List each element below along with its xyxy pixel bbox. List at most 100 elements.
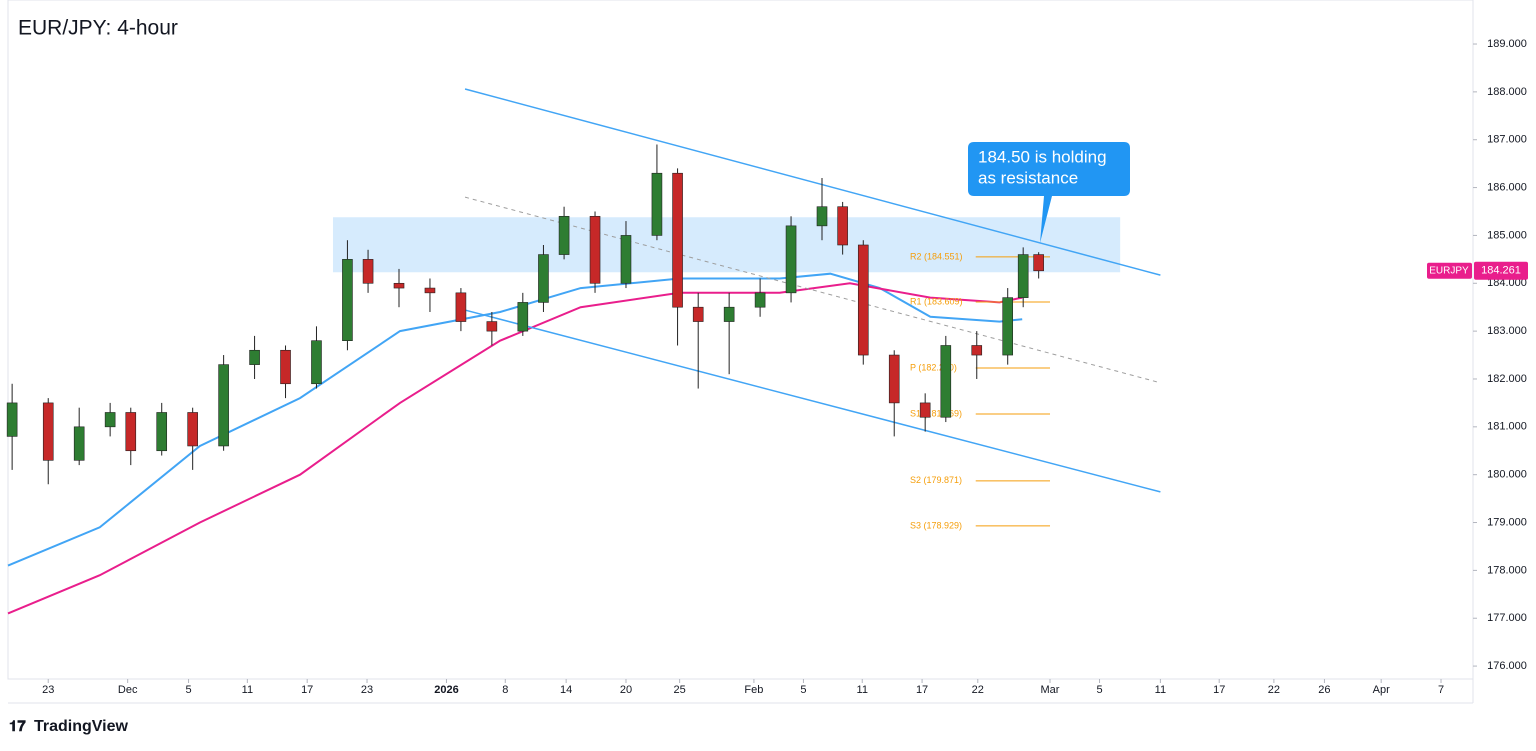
candle-body (455, 292, 467, 322)
pivot-label: S1 (181.269) (910, 408, 962, 418)
x-tick-label: 22 (972, 684, 984, 696)
candle-body (1017, 254, 1029, 298)
moving-average (7, 282, 1023, 615)
candle-body (42, 402, 54, 461)
price-tag (1474, 261, 1528, 280)
price-label: 184.261 (1481, 265, 1521, 277)
candle-body (754, 292, 766, 308)
x-tick-label: 22 (1268, 684, 1280, 696)
trendline (464, 88, 1161, 276)
candle-body (651, 172, 663, 236)
candle-body (517, 302, 529, 332)
brand-name: TradingView (34, 718, 129, 735)
y-tick-label: 176.000 (1487, 660, 1527, 672)
x-tick-label: 5 (800, 684, 806, 696)
x-tick-label: 17 (916, 684, 928, 696)
candle-body (1002, 297, 1014, 356)
x-tick-label: 11 (857, 684, 868, 696)
x-tick-label: 17 (1213, 684, 1225, 696)
candle-body (971, 345, 983, 356)
x-tick-label: 14 (560, 684, 572, 696)
y-tick-label: 182.000 (1487, 373, 1527, 385)
callout-text: 184.50 is holding (978, 147, 1107, 166)
candle-body (486, 321, 498, 332)
candle-body (6, 402, 18, 437)
x-tick-label: 26 (1318, 684, 1330, 696)
candle-body (156, 412, 168, 452)
candle-body (125, 412, 137, 452)
pivot-label: S3 (178.929) (910, 520, 962, 530)
y-tick-label: 185.000 (1487, 229, 1527, 241)
candle-body (785, 225, 797, 294)
candle-body (104, 412, 116, 428)
candle-body (558, 215, 570, 255)
candle-body (692, 306, 704, 322)
candle-body (723, 306, 735, 322)
candle-body (362, 259, 374, 284)
candle-body (538, 254, 549, 303)
x-tick-label: 11 (1155, 684, 1166, 696)
candle-body (837, 206, 848, 246)
chart-title: EUR/JPY: 4-hour (18, 17, 178, 40)
candle-body (940, 345, 952, 418)
brand: 𝟏𝟕 TradingView (9, 718, 129, 735)
x-tick-label: 5 (185, 684, 191, 696)
resistance-zone (332, 217, 1121, 273)
x-tick-label: 11 (242, 684, 253, 696)
candle-body (672, 172, 683, 308)
candle-body (187, 412, 198, 447)
brand-logo: 𝟏𝟕 (9, 718, 26, 735)
candle-body (280, 349, 291, 385)
x-tick-label: 20 (620, 684, 632, 696)
y-tick-label: 186.000 (1487, 181, 1527, 193)
pivot-label: R1 (183.609) (910, 296, 963, 306)
y-tick-label: 188.000 (1487, 86, 1527, 98)
candle-body (857, 244, 869, 356)
x-tick-label: 2026 (434, 684, 458, 696)
x-tick-label: 23 (42, 684, 54, 696)
x-tick-label: Mar (1041, 684, 1060, 696)
symbol-tag (1427, 262, 1472, 279)
callout-box (968, 142, 1130, 243)
x-tick-label: 17 (301, 684, 313, 696)
candle-body (311, 340, 322, 385)
candle-body (342, 259, 353, 341)
y-tick-label: 183.000 (1487, 325, 1527, 337)
x-tick-label: Apr (1373, 684, 1390, 696)
y-tick-label: 178.000 (1487, 564, 1527, 576)
candle-body (888, 354, 900, 404)
candle-body (249, 349, 260, 365)
y-tick-label: 180.000 (1487, 469, 1527, 481)
y-tick-label: 181.000 (1487, 421, 1527, 433)
y-tick-label: 177.000 (1487, 612, 1527, 624)
candle-body (424, 287, 436, 294)
y-tick-label: 187.000 (1487, 134, 1527, 146)
callout-text: as resistance (978, 168, 1078, 187)
trendline (464, 309, 1161, 493)
x-tick-label: 5 (1096, 684, 1102, 696)
candle-body (589, 215, 601, 284)
x-tick-label: Feb (744, 684, 763, 696)
candle-body (218, 364, 229, 447)
candle-body (620, 235, 632, 284)
x-tick-label: 8 (502, 684, 508, 696)
pivot-label: R2 (184.551) (910, 251, 963, 261)
x-tick-label: 25 (674, 684, 686, 696)
candle-body (1033, 254, 1044, 272)
x-tick-label: Dec (118, 684, 138, 696)
pivot-label: S2 (179.871) (910, 475, 962, 485)
x-tick-label: 7 (1438, 684, 1444, 696)
y-tick-label: 184.000 (1487, 277, 1527, 289)
candle-body (919, 402, 931, 418)
candle-body (393, 282, 405, 289)
y-tick-label: 189.000 (1487, 38, 1527, 50)
y-tick-label: 179.000 (1487, 516, 1527, 528)
x-tick-label: 23 (361, 684, 373, 696)
pivot-label: P (182.230) (910, 362, 957, 372)
symbol-label: EURJPY (1429, 265, 1469, 276)
candle-body (73, 426, 85, 461)
candle-body (816, 206, 828, 227)
